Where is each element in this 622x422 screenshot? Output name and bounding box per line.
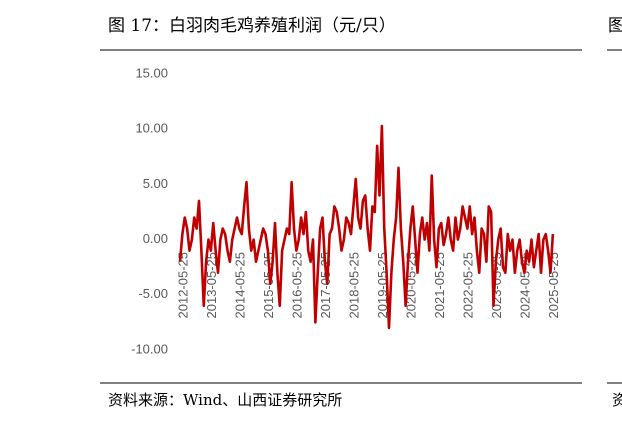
y-tick-label: -10.00 — [131, 341, 168, 356]
x-tick-label: 2022-05-25 — [460, 252, 475, 319]
source-note: 资料来源：Wind、山西证券研究所 — [108, 391, 342, 409]
x-tick-label: 2018-05-25 — [346, 252, 361, 319]
x-tick-label: 2012-05-25 — [175, 252, 190, 319]
y-tick-label: 0.00 — [143, 231, 168, 246]
x-tick-label: 2014-05-25 — [232, 252, 247, 319]
x-tick-label: 2024-05-25 — [517, 252, 532, 319]
x-tick-label: 2016-05-25 — [289, 252, 304, 319]
line-series — [178, 124, 555, 330]
x-tick-label: 2021-05-25 — [432, 252, 447, 319]
x-tick-label: 2013-05-25 — [204, 252, 219, 319]
y-tick-label: 10.00 — [135, 121, 168, 136]
y-tick-label: 15.00 — [135, 65, 168, 80]
chart-title: 图 17：白羽肉毛鸡养殖利润（元/只） — [108, 16, 396, 36]
neighbor-title: 图 — [608, 16, 622, 36]
neighbor-source: 资 — [612, 391, 622, 409]
y-tick-label: -5.00 — [138, 286, 168, 301]
y-tick-label: 5.00 — [143, 176, 168, 191]
